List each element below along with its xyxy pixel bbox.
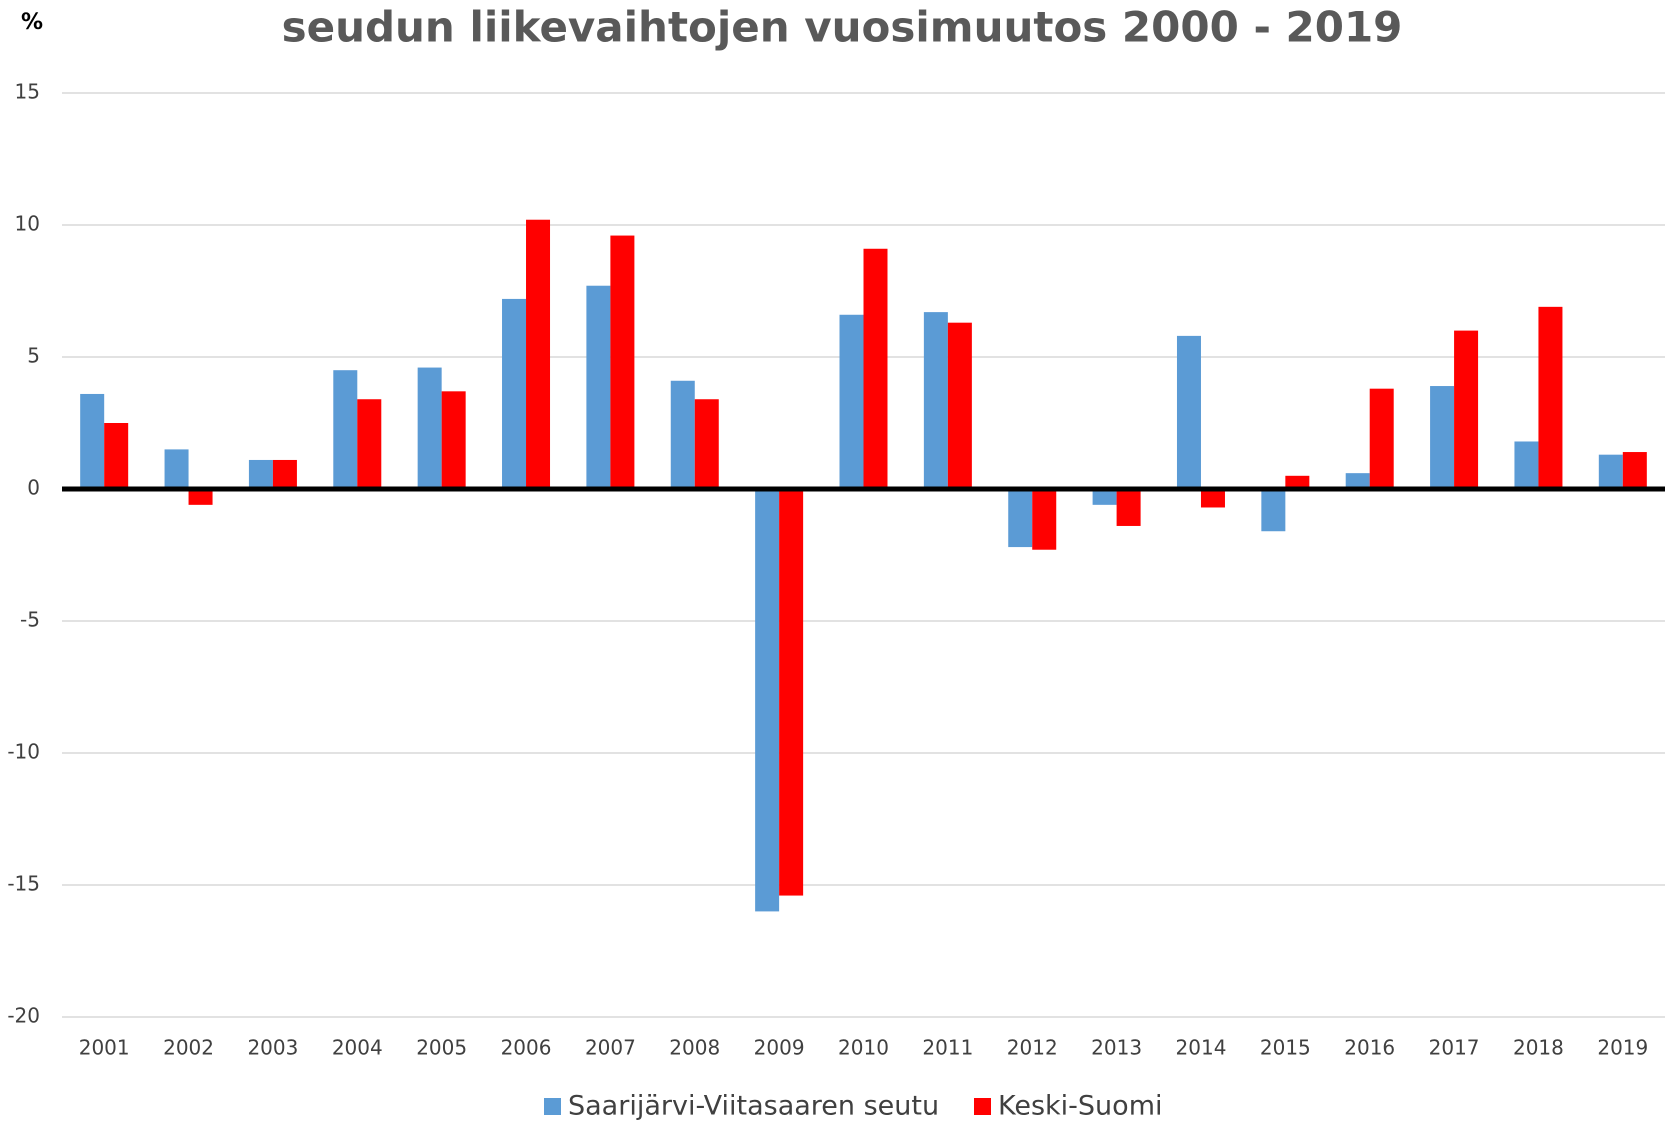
bar <box>1430 386 1455 489</box>
bar <box>1285 475 1310 489</box>
bar <box>272 459 297 489</box>
x-tick-label: 2002 <box>163 1036 214 1060</box>
bar <box>417 367 442 489</box>
x-tick-label: 2013 <box>1091 1036 1142 1060</box>
y-tick-label: 10 <box>15 212 40 236</box>
x-tick-label: 2019 <box>1597 1036 1648 1060</box>
bar <box>1454 330 1479 489</box>
bar <box>779 489 804 896</box>
bar <box>923 312 948 489</box>
bar <box>755 489 780 912</box>
y-tick-label: -20 <box>7 1004 40 1028</box>
x-tick-label: 2004 <box>332 1036 383 1060</box>
bar <box>947 322 972 489</box>
y-axis-label: % <box>21 10 43 35</box>
legend-label: Keski-Suomi <box>998 1091 1163 1121</box>
bar <box>357 399 382 489</box>
bar <box>1092 489 1117 505</box>
x-tick-label: 2016 <box>1344 1036 1395 1060</box>
bar <box>188 489 213 505</box>
bar <box>670 380 695 489</box>
x-tick-label: 2006 <box>501 1036 552 1060</box>
y-tick-label: 5 <box>27 344 40 368</box>
bar <box>1369 388 1394 489</box>
x-tick-label: 2009 <box>754 1036 805 1060</box>
bar <box>1116 489 1141 526</box>
y-tick-label: -15 <box>7 872 40 896</box>
y-tick-label: -10 <box>7 740 40 764</box>
bar <box>333 370 358 489</box>
legend-swatch <box>544 1098 561 1115</box>
bar <box>164 449 189 489</box>
bar <box>441 391 466 489</box>
bar <box>1200 489 1225 508</box>
bar <box>1008 489 1033 548</box>
bar <box>1261 489 1286 532</box>
y-tick-label: -5 <box>20 608 40 632</box>
x-tick-label: 2005 <box>416 1036 467 1060</box>
legend-label: Saarijärvi-Viitasaaren seutu <box>568 1091 939 1121</box>
bar <box>586 285 611 489</box>
x-tick-label: 2018 <box>1513 1036 1564 1060</box>
y-tick-label: 15 <box>15 80 40 104</box>
x-tick-label: 2003 <box>247 1036 298 1060</box>
bar <box>80 393 105 489</box>
bar <box>1538 306 1563 489</box>
bar <box>526 219 551 489</box>
x-tick-label: 2010 <box>838 1036 889 1060</box>
bar <box>1345 473 1370 489</box>
bar <box>1176 335 1201 489</box>
bar <box>694 399 719 489</box>
bar <box>610 235 635 489</box>
x-tick-label: 2011 <box>922 1036 973 1060</box>
x-tick-label: 2001 <box>79 1036 130 1060</box>
bar <box>248 459 273 489</box>
legend-swatch <box>974 1098 991 1115</box>
bar <box>104 423 129 489</box>
chart-title: seudun liikevaihtojen vuosimuutos 2000 -… <box>282 3 1403 52</box>
x-tick-label: 2015 <box>1260 1036 1311 1060</box>
x-tick-label: 2017 <box>1429 1036 1480 1060</box>
x-tick-label: 2014 <box>1176 1036 1227 1060</box>
bar <box>1598 454 1623 489</box>
bar <box>1032 489 1057 550</box>
bar <box>863 248 888 489</box>
y-tick-label: 0 <box>27 476 40 500</box>
bar <box>502 298 527 489</box>
bar <box>839 314 864 489</box>
x-tick-label: 2008 <box>669 1036 720 1060</box>
bar <box>1622 452 1647 489</box>
x-tick-label: 2007 <box>585 1036 636 1060</box>
x-tick-label: 2012 <box>1007 1036 1058 1060</box>
bar <box>1514 441 1539 489</box>
